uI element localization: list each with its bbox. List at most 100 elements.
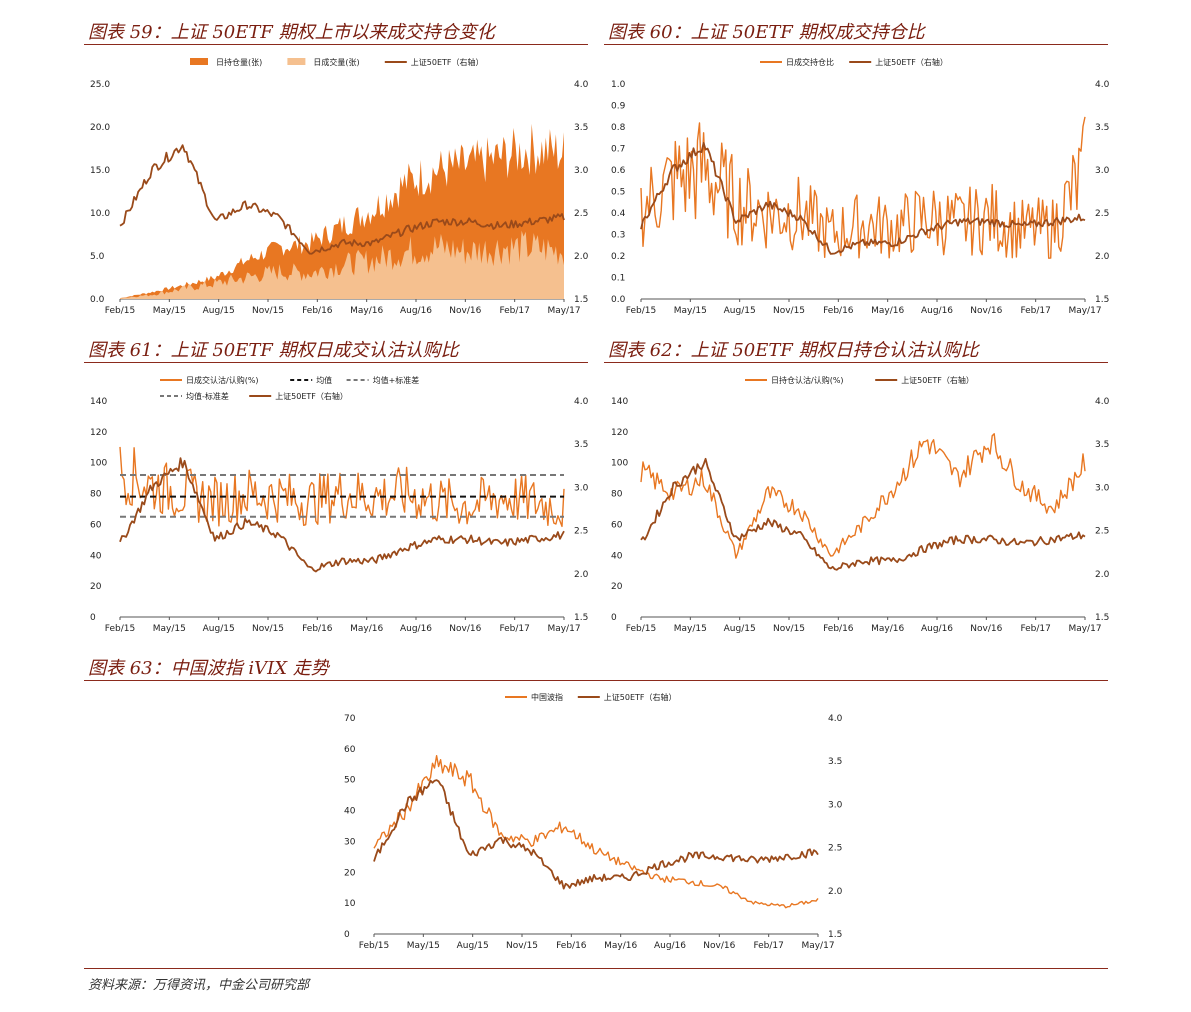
y2-tick-label: 1.5 xyxy=(1095,613,1109,623)
y-tick-label: 0.4 xyxy=(611,209,626,219)
x-tick-label: May/17 xyxy=(1068,624,1101,634)
y-tick-label: 120 xyxy=(90,428,107,438)
series-line xyxy=(119,446,565,528)
x-tick-label: May/16 xyxy=(350,624,383,634)
y-tick-label: 0.0 xyxy=(611,295,626,305)
legend-swatch xyxy=(190,58,208,65)
y2-tick-label: 4.0 xyxy=(574,397,589,407)
x-tick-label: Feb/17 xyxy=(753,941,783,951)
title-rule xyxy=(84,44,588,45)
x-tick-label: Aug/15 xyxy=(457,941,489,951)
x-tick-label: Feb/15 xyxy=(626,624,656,634)
y2-tick-label: 1.5 xyxy=(574,295,588,305)
etf-line xyxy=(373,779,819,890)
x-tick-label: Nov/15 xyxy=(773,624,805,634)
x-tick-label: Feb/16 xyxy=(823,624,854,634)
y-tick-label: 0.1 xyxy=(611,274,625,284)
x-tick-label: Aug/15 xyxy=(724,306,756,316)
y2-tick-label: 3.0 xyxy=(1095,166,1110,176)
y-tick-label: 100 xyxy=(90,459,107,469)
legend-label: 上证50ETF（右轴） xyxy=(604,692,677,702)
legend-label: 日成交认沽/认购(%) xyxy=(186,375,259,385)
x-tick-label: Nov/15 xyxy=(252,624,284,634)
x-tick-label: May/17 xyxy=(1068,306,1101,316)
y2-tick-label: 3.5 xyxy=(574,123,588,133)
y-tick-label: 5.0 xyxy=(90,252,105,262)
x-tick-label: Aug/16 xyxy=(400,624,432,634)
y-tick-label: 20 xyxy=(611,582,623,592)
y2-tick-label: 1.5 xyxy=(574,613,588,623)
y2-tick-label: 4.0 xyxy=(1095,397,1110,407)
y2-tick-label: 1.5 xyxy=(828,930,842,940)
y-tick-label: 0.5 xyxy=(611,188,625,198)
x-tick-label: Aug/16 xyxy=(654,941,686,951)
etf-line xyxy=(640,457,1086,571)
y-tick-label: 15.0 xyxy=(90,166,110,176)
x-tick-label: May/15 xyxy=(153,624,186,634)
etf-line xyxy=(119,457,565,573)
source-note: 资料来源：万得资讯，中金公司研究部 xyxy=(88,978,310,993)
y-tick-label: 20.0 xyxy=(90,123,110,133)
y2-tick-label: 2.0 xyxy=(1095,570,1110,580)
y2-tick-label: 2.5 xyxy=(828,844,842,854)
x-tick-label: Nov/16 xyxy=(449,624,481,634)
y2-tick-label: 2.5 xyxy=(1095,209,1109,219)
series-line xyxy=(640,433,1086,559)
y-tick-label: 20 xyxy=(90,582,102,592)
x-tick-label: May/15 xyxy=(674,306,707,316)
y2-tick-label: 2.5 xyxy=(574,527,588,537)
footer-rule xyxy=(84,968,1108,969)
title-rule xyxy=(604,362,1108,363)
title-rule xyxy=(604,44,1108,45)
x-tick-label: Feb/16 xyxy=(302,624,333,634)
y-tick-label: 0 xyxy=(611,613,617,623)
y-tick-label: 0 xyxy=(90,613,96,623)
legend-swatch xyxy=(287,58,306,65)
x-tick-label: Aug/15 xyxy=(203,306,235,316)
x-tick-label: Feb/16 xyxy=(823,306,854,316)
y-tick-label: 140 xyxy=(90,397,107,407)
volume-area xyxy=(120,230,564,299)
x-tick-label: Feb/15 xyxy=(105,624,135,634)
y2-tick-label: 4.0 xyxy=(574,80,589,90)
legend-label: 中国波指 xyxy=(531,692,563,702)
y-tick-label: 70 xyxy=(344,714,356,724)
chart-title-61: 图表 61：上证 50ETF 期权日成交认沽认购比 xyxy=(88,340,459,361)
legend-label: 上证50ETF（右轴） xyxy=(901,375,974,385)
y2-tick-label: 3.0 xyxy=(828,800,843,810)
x-tick-label: May/17 xyxy=(801,941,834,951)
y-tick-label: 50 xyxy=(344,776,356,786)
x-tick-label: Aug/16 xyxy=(921,306,953,316)
x-tick-label: May/15 xyxy=(153,306,186,316)
y-tick-label: 0.6 xyxy=(611,166,626,176)
legend-label: 均值 xyxy=(316,375,332,385)
legend-label: 日持仓认沽/认购(%) xyxy=(771,375,844,385)
legend-label: 上证50ETF（右轴） xyxy=(275,391,348,401)
y2-tick-label: 2.0 xyxy=(574,570,589,580)
y-tick-label: 80 xyxy=(90,490,102,500)
y2-tick-label: 2.0 xyxy=(574,252,589,262)
chart-title-63: 图表 63：中国波指 iVIX 走势 xyxy=(88,658,329,679)
y2-tick-label: 3.0 xyxy=(574,483,589,493)
y-tick-label: 40 xyxy=(611,551,623,561)
x-tick-label: Nov/15 xyxy=(773,306,805,316)
y-tick-label: 80 xyxy=(611,490,623,500)
y-tick-label: 10 xyxy=(344,899,356,909)
y2-tick-label: 3.5 xyxy=(828,757,842,767)
y2-tick-label: 2.0 xyxy=(1095,252,1110,262)
x-tick-label: Aug/16 xyxy=(400,306,432,316)
y-tick-label: 25.0 xyxy=(90,80,110,90)
x-tick-label: Aug/15 xyxy=(203,624,235,634)
x-tick-label: Feb/17 xyxy=(499,624,529,634)
x-tick-label: Feb/16 xyxy=(302,306,333,316)
y2-tick-label: 4.0 xyxy=(828,714,843,724)
x-tick-label: Aug/15 xyxy=(724,624,756,634)
y-tick-label: 120 xyxy=(611,428,628,438)
y-tick-label: 40 xyxy=(90,551,102,561)
y2-tick-label: 3.0 xyxy=(1095,483,1110,493)
y-tick-label: 0.9 xyxy=(611,102,626,112)
legend-label: 上证50ETF（右轴） xyxy=(411,57,484,67)
x-tick-label: Nov/16 xyxy=(970,624,1002,634)
y2-tick-label: 4.0 xyxy=(1095,80,1110,90)
y-tick-label: 60 xyxy=(344,745,356,755)
